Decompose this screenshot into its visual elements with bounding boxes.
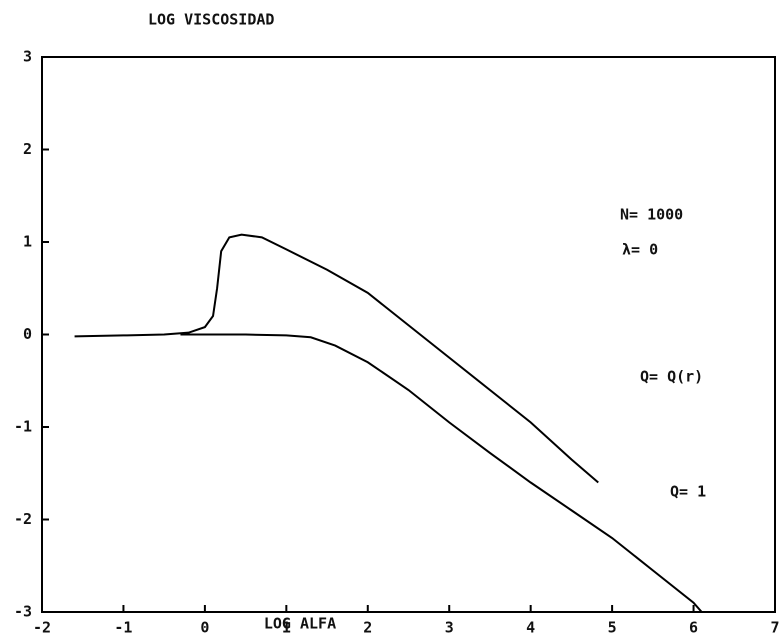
chart-title: LOG VISCOSIDAD [148, 11, 274, 29]
x-axis-label: LOG ALFA [264, 615, 336, 633]
x-tick-label: -1 [114, 619, 132, 637]
x-tick-label: -2 [33, 619, 51, 637]
x-tick-label: 2 [363, 619, 372, 637]
x-tick-label: 1 [282, 619, 291, 637]
x-tick-label: 7 [770, 619, 779, 637]
x-tick-label: 0 [200, 619, 209, 637]
annotation: N= 1000 [620, 206, 683, 224]
x-tick-label: 3 [445, 619, 454, 637]
series-label: Q= 1 [670, 483, 706, 501]
y-tick-label: 3 [23, 48, 32, 66]
y-tick-label: 1 [23, 233, 32, 251]
y-tick-label: 0 [23, 325, 32, 343]
y-tick-label: -1 [14, 418, 32, 436]
annotation: λ= 0 [622, 241, 658, 259]
y-tick-label: 2 [23, 140, 32, 158]
x-tick-label: 6 [689, 619, 698, 637]
x-tick-label: 5 [608, 619, 617, 637]
series-label: Q= Q(r) [640, 368, 703, 386]
y-tick-label: -2 [14, 510, 32, 528]
series-line [74, 233, 599, 484]
y-tick-label: -3 [14, 603, 32, 621]
x-tick-label: 4 [526, 619, 535, 637]
series-line [180, 333, 775, 613]
